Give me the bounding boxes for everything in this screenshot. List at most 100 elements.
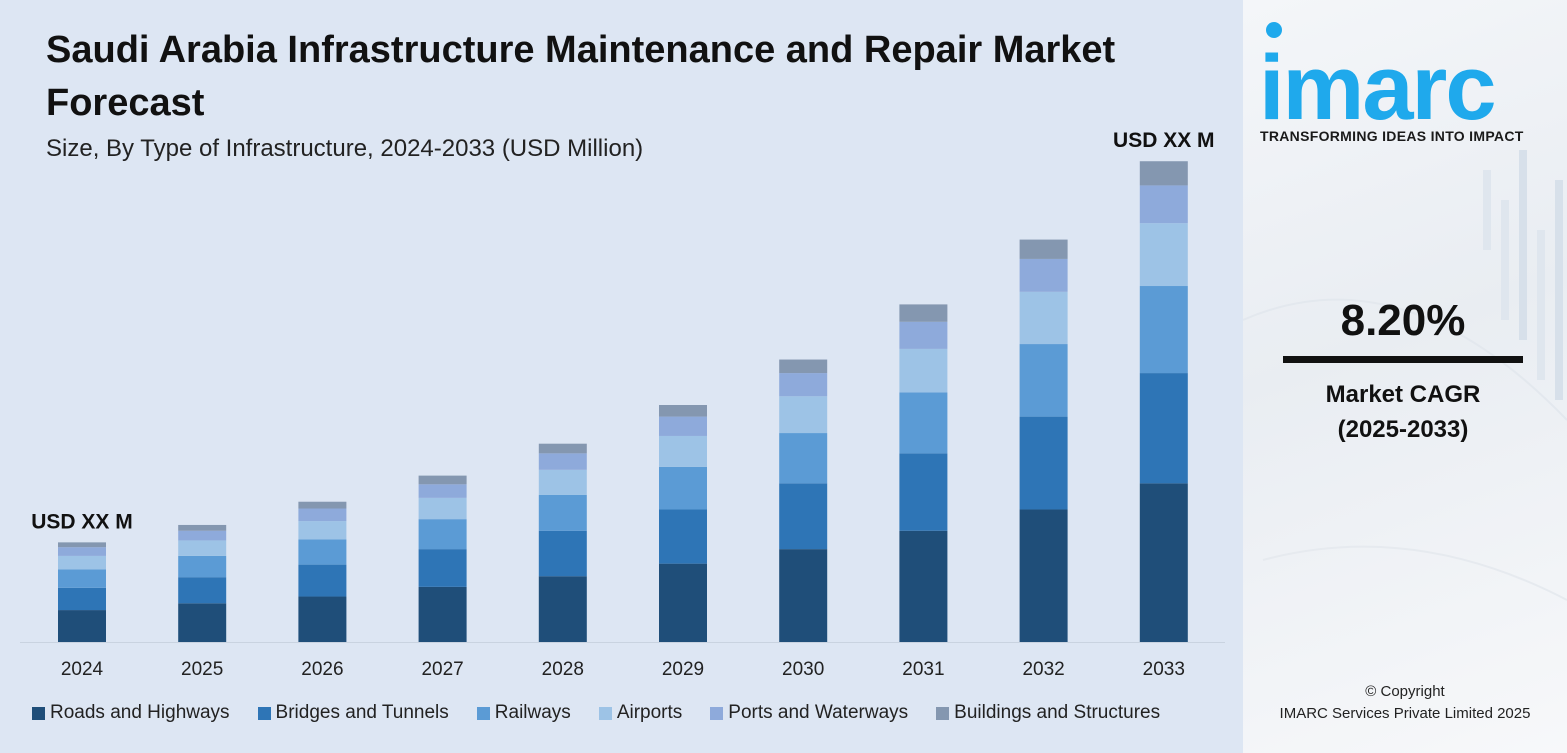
bar-segment-2031-airports (899, 348, 948, 393)
bar-segment-2028-railways (538, 494, 587, 531)
legend-label: Ports and Waterways (728, 702, 909, 723)
legend-label: Railways (494, 702, 571, 723)
bar-segment-2028-buildings-and-structures (538, 443, 587, 454)
bar-segment-2027-buildings-and-structures (418, 475, 467, 485)
bar-segment-2032-airports (1019, 291, 1068, 345)
bar-segment-2029-railways (659, 466, 707, 510)
bar-segment-2029-roads-and-highways (659, 563, 707, 642)
bar-segment-2025-roads-and-highways (178, 603, 227, 642)
legend-item-railways: Railways (476, 702, 571, 724)
legend-item-bridges-and-tunnels: Bridges and Tunnels (257, 702, 449, 724)
bar-segment-2028-ports-and-waterways (538, 453, 587, 470)
bar-segment-2033-airports (1139, 223, 1188, 287)
cagr-label: Market CAGR (2025-2033) (1273, 378, 1533, 448)
chart-title: Saudi Arabia Infrastructure Maintenance … (46, 29, 1116, 125)
cagr-value: 8.20% (1340, 296, 1466, 345)
legend-label: Bridges and Tunnels (275, 702, 449, 723)
brand-tagline: TRANSFORMING IDEAS INTO IMPACT (1260, 128, 1524, 144)
bar-segment-2033-buildings-and-structures (1139, 161, 1188, 186)
legend-item-roads-and-highways: Roads and Highways (32, 702, 230, 724)
bar-segment-2024-airports (58, 555, 106, 570)
bar-segment-2025-airports (178, 540, 227, 556)
bar-segment-2025-railways (178, 555, 227, 578)
bar-segment-2030-buildings-and-structures (779, 359, 828, 374)
copyright-line1: © Copyright (1365, 683, 1445, 700)
bar-segment-2032-buildings-and-structures (1019, 239, 1068, 259)
bar-segment-2031-buildings-and-structures (899, 304, 948, 322)
bar-segment-2026-roads-and-highways (298, 596, 347, 642)
bar-segment-2025-buildings-and-structures (178, 524, 227, 531)
x-tick-label-2028: 2028 (542, 659, 584, 680)
bar-segment-2032-railways (1019, 344, 1068, 417)
bar-segment-2029-ports-and-waterways (659, 416, 707, 436)
bar-segment-2027-roads-and-highways (418, 586, 467, 642)
bar-segment-2024-bridges-and-tunnels (58, 587, 106, 611)
legend-item-ports-and-waterways: Ports and Waterways (710, 702, 908, 724)
legend-item-buildings-and-structures: Buildings and Structures (936, 702, 1160, 724)
legend-swatch (710, 706, 724, 720)
x-tick-label-2025: 2025 (181, 659, 223, 680)
value-callout-2024: USD XX M (31, 510, 133, 533)
bar-segment-2031-roads-and-highways (899, 530, 948, 642)
imarc-logo: imarc (1259, 37, 1496, 139)
legend-swatch (598, 706, 612, 720)
x-tick-label-2026: 2026 (301, 659, 343, 680)
bar-segment-2027-bridges-and-tunnels (418, 549, 467, 587)
x-tick-label-2024: 2024 (61, 659, 104, 680)
bar-segment-2026-airports (298, 521, 347, 540)
bar-segment-2027-railways (418, 519, 467, 550)
copyright-line2: IMARC Services Private Limited 2025 (1279, 704, 1531, 722)
background-chart-decoration-icon (1243, 150, 1567, 601)
bar-segment-2033-ports-and-waterways (1139, 185, 1188, 224)
cagr-divider (1283, 356, 1523, 363)
chart-subtitle: Size, By Type of Infrastructure, 2024-20… (46, 135, 644, 162)
bar-segment-2028-roads-and-highways (538, 576, 587, 642)
bar-segment-2026-buildings-and-structures (298, 501, 347, 509)
bar-segment-2032-bridges-and-tunnels (1019, 416, 1068, 510)
legend-label: Roads and Highways (50, 702, 230, 723)
bar-segment-2033-roads-and-highways (1139, 483, 1188, 642)
bar-segment-2029-bridges-and-tunnels (659, 509, 707, 564)
bar-segment-2030-railways (779, 433, 828, 484)
legend-label: Airports (616, 702, 683, 723)
bar-segment-2031-ports-and-waterways (899, 321, 948, 349)
bar-segment-2024-railways (58, 569, 106, 588)
bar-segment-2032-roads-and-highways (1019, 509, 1068, 642)
bar-segment-2024-ports-and-waterways (58, 547, 106, 556)
x-tick-label-2031: 2031 (902, 659, 944, 680)
bar-segment-2028-airports (538, 469, 587, 495)
bar-segment-2029-buildings-and-structures (659, 405, 707, 417)
bar-segment-2024-buildings-and-structures (58, 542, 106, 548)
value-callout-2033: USD XX M (1113, 129, 1215, 152)
legend-swatch (936, 706, 950, 720)
bar-segment-2027-ports-and-waterways (418, 484, 467, 498)
bar-segment-2032-ports-and-waterways (1019, 258, 1068, 292)
x-tick-label-2033: 2033 (1143, 659, 1185, 680)
bar-segment-2025-bridges-and-tunnels (178, 577, 227, 604)
stacked-bar-chart: 2024 2025 2026 2027 2028 2029 2030 2031 2032 2033… (20, 129, 1225, 680)
bar-segment-2026-railways (298, 539, 347, 565)
bar-segment-2029-airports (659, 435, 707, 467)
legend-label: Buildings and Structures (954, 702, 1161, 723)
bar-segment-2027-airports (418, 497, 467, 520)
legend-swatch (32, 706, 45, 720)
x-tick-label-2027: 2027 (421, 659, 463, 680)
bar-segment-2026-ports-and-waterways (298, 508, 347, 522)
bar-segment-2033-railways (1139, 286, 1188, 374)
x-tick-label-2032: 2032 (1022, 659, 1064, 680)
logo-dot-icon (1266, 22, 1282, 38)
legend-item-airports: Airports (598, 702, 683, 724)
brand-panel: imarc TRANSFORMING IDEAS INTO IMPACT 8.2… (1243, 0, 1567, 753)
bar-segment-2031-bridges-and-tunnels (899, 453, 948, 531)
bar-segment-2024-roads-and-highways (58, 610, 106, 642)
bar-segment-2028-bridges-and-tunnels (538, 530, 587, 577)
bar-segment-2030-bridges-and-tunnels (779, 483, 828, 550)
cagr-label-line2: (2025-2033) (1337, 415, 1469, 443)
copyright-notice: © Copyright IMARC Services Private Limit… (1243, 681, 1567, 725)
legend-swatch (476, 706, 490, 720)
cagr-label-line1: Market CAGR (1325, 381, 1481, 408)
bar-segment-2030-ports-and-waterways (779, 373, 828, 397)
bar-segment-2033-bridges-and-tunnels (1139, 373, 1188, 484)
bar-segment-2026-bridges-and-tunnels (298, 564, 347, 597)
x-tick-label-2029: 2029 (662, 659, 704, 680)
